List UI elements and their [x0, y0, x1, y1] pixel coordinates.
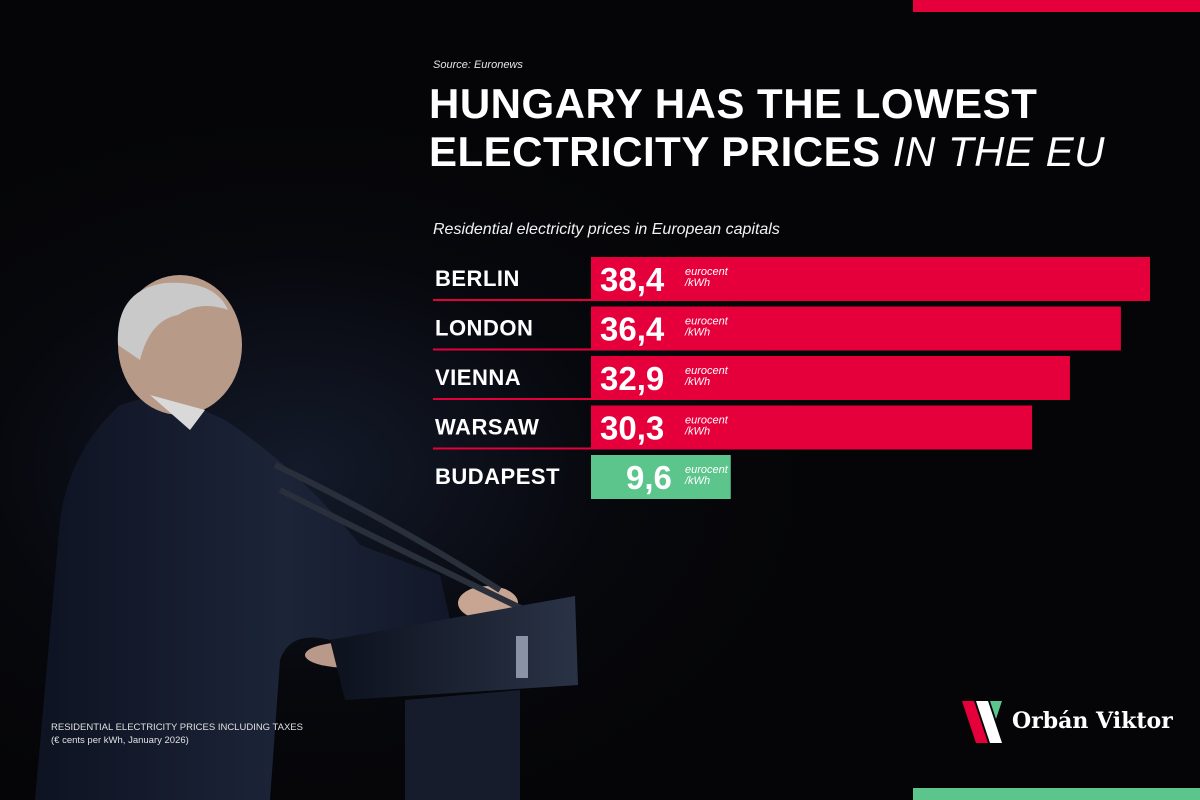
unit-label: eurocent [685, 365, 729, 377]
brand-name: Orbán Viktor [1012, 708, 1173, 734]
category-label: BUDAPEST [435, 464, 560, 489]
value-label: 38,4 [600, 261, 665, 298]
category-underline [433, 447, 591, 450]
unit-label: eurocent [685, 415, 729, 427]
chart-subtitle: Residential electricity prices in Europe… [433, 221, 780, 238]
category-underline [433, 299, 591, 301]
bar [591, 306, 1121, 351]
headline-line-1: HUNGARY HAS THE LOWEST [429, 80, 1038, 127]
unit-label: eurocent [685, 266, 729, 278]
speaker-photo [35, 275, 578, 800]
category-label: VIENNA [435, 365, 521, 390]
footnote-line-2: (€ cents per kWh, January 2026) [51, 735, 189, 746]
unit-label: eurocent [685, 316, 729, 328]
headline-line-2: ELECTRICITY PRICES IN THE EU [429, 128, 1105, 176]
unit-label: /kWh [684, 376, 710, 388]
value-label: 32,9 [600, 360, 664, 397]
category-underline [433, 398, 591, 400]
category-label: WARSAW [435, 415, 539, 440]
category-label: BERLIN [435, 266, 520, 291]
unit-label: /kWh [684, 475, 710, 487]
footnote-line-1: RESIDENTIAL ELECTRICITY PRICES INCLUDING… [51, 722, 303, 733]
value-label: 36,4 [600, 311, 665, 348]
source-note: Source: Euronews [433, 59, 523, 71]
value-label: 30,3 [600, 410, 664, 447]
unit-label: eurocent [685, 464, 729, 476]
unit-label: /kWh [684, 426, 710, 438]
headline-italic-part: IN THE EU [892, 128, 1105, 175]
bar [591, 455, 731, 499]
bar [591, 405, 1033, 450]
bar [591, 356, 1070, 400]
headline-bold-part: ELECTRICITY PRICES [429, 128, 881, 175]
bar [591, 257, 1150, 301]
top-accent-bar [913, 0, 1200, 12]
category-underline [433, 348, 591, 351]
footnote: RESIDENTIAL ELECTRICITY PRICES INCLUDING… [51, 721, 303, 747]
value-label: 9,6 [626, 459, 672, 496]
headline: HUNGARY HAS THE LOWEST ELECTRICITY PRICE… [429, 80, 1105, 176]
brand-logo-icon [962, 701, 1002, 743]
unit-label: /kWh [684, 277, 710, 289]
bottom-accent-bar [913, 788, 1200, 800]
category-label: LONDON [435, 316, 533, 341]
unit-label: /kWh [684, 327, 710, 339]
